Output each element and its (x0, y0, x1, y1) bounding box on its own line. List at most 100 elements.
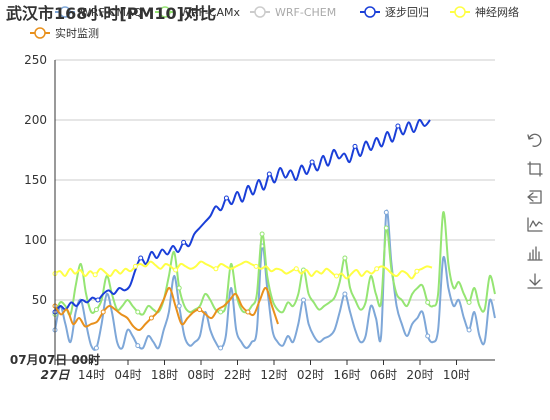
series-line (54, 118, 431, 313)
series-layer (52, 118, 496, 351)
bar-glyph (527, 246, 543, 261)
data-point (176, 285, 182, 291)
y-tick-label: 200 (24, 113, 47, 127)
toolbox[interactable] (527, 133, 543, 289)
restore-glyph (527, 133, 542, 147)
series-0 (52, 209, 496, 351)
download-glyph (527, 273, 543, 289)
data-point (466, 327, 472, 333)
data-point (135, 343, 141, 349)
data-point (176, 303, 182, 309)
y-tick-label: 150 (24, 173, 47, 187)
data-point (293, 266, 299, 272)
x-tick-label: 04时 (114, 368, 141, 382)
data-point (223, 195, 229, 201)
data-point (383, 209, 389, 215)
data-point (266, 171, 272, 177)
data-point (95, 297, 101, 303)
data-point (148, 315, 154, 321)
data-point (197, 307, 203, 313)
y-tick-label: 100 (24, 233, 47, 247)
series-line (54, 211, 496, 317)
x-tick-label: 20时 (406, 368, 433, 382)
data-point (93, 345, 99, 351)
data-point (213, 266, 219, 272)
zoom-glyph (527, 161, 543, 177)
legend-marker (59, 6, 71, 18)
legend-marker (454, 6, 466, 18)
series-line (54, 209, 496, 351)
data-point (173, 267, 179, 273)
data-point (181, 239, 187, 245)
x-tick-label: 27日 (41, 368, 71, 382)
series-3 (52, 118, 431, 315)
y-tick-label: 50 (32, 293, 47, 307)
data-point (425, 333, 431, 339)
data-point (334, 273, 339, 279)
data-point (218, 309, 224, 315)
data-point (352, 143, 358, 149)
data-point (342, 255, 348, 261)
data-point (100, 309, 106, 315)
series-line (54, 260, 433, 280)
data-point (309, 159, 315, 165)
legend-item[interactable]: WRF-CAMx (155, 6, 241, 19)
data-point (245, 309, 251, 315)
bar-chart-icon[interactable] (527, 246, 543, 261)
legend-label: 神经网络 (475, 5, 519, 19)
x-tick-label: 08时 (187, 368, 214, 382)
data-point (466, 299, 472, 305)
legend-marker (364, 6, 376, 18)
x-tick-label: 12时 (260, 368, 287, 382)
download-icon[interactable] (527, 273, 543, 289)
legend-marker (34, 27, 46, 39)
series-1 (52, 211, 496, 317)
data-point (253, 263, 259, 269)
legend-marker (254, 6, 266, 18)
legend-item[interactable]: 神经网络 (450, 5, 519, 19)
data-point (218, 345, 224, 351)
legend-item[interactable]: WRF-CHEM (250, 6, 336, 19)
legend-item[interactable]: 实时监测 (30, 26, 99, 40)
legend-label: WRF-CMAQ (80, 6, 142, 19)
zoom-back-icon[interactable] (527, 190, 542, 204)
legend-label: WRF-CHEM (275, 6, 336, 19)
x-tick-label: 16时 (333, 368, 360, 382)
legend-item[interactable]: WRF-CMAQ (55, 6, 142, 19)
series-4 (52, 260, 433, 280)
restore-icon[interactable] (527, 133, 542, 147)
y-tick-label: 250 (24, 53, 47, 67)
legend-item[interactable]: 逐步回归 (360, 5, 429, 19)
data-point (132, 263, 138, 269)
data-point (301, 297, 306, 303)
data-point (92, 272, 98, 278)
data-point (383, 225, 389, 231)
data-point (135, 309, 141, 315)
data-point (342, 291, 348, 297)
zoom-back-glyph (527, 190, 542, 204)
x-tick-label: 10时 (443, 368, 470, 382)
legend-label: WRF-CAMx (180, 6, 241, 19)
zoom-icon[interactable] (527, 161, 543, 177)
data-point (259, 231, 265, 237)
x-tick-label: 02时 (297, 368, 324, 382)
legend-label: 实时监测 (55, 26, 99, 40)
data-point (425, 299, 431, 305)
data-point (93, 307, 99, 313)
x-tick-label: 22时 (224, 368, 251, 382)
axis-layer: 50 100 150 200 250 27日 14时 04时 18时 08时 22时 12时 02时 16… (10, 53, 495, 382)
x-tick-label: 14时 (78, 368, 105, 382)
legend-marker (159, 6, 171, 18)
series-line (54, 286, 279, 332)
line-glyph (527, 217, 543, 232)
x-start-label: 07月07日 00时 (10, 352, 100, 367)
chart-title: 武汉市168小时[PM10]对比 (6, 4, 216, 23)
data-point (374, 266, 380, 272)
line-chart-icon[interactable] (527, 217, 543, 232)
x-tick-label: 18时 (151, 368, 178, 382)
series-5 (52, 286, 279, 332)
x-tick-label: 06时 (370, 368, 397, 382)
data-point (138, 255, 144, 261)
